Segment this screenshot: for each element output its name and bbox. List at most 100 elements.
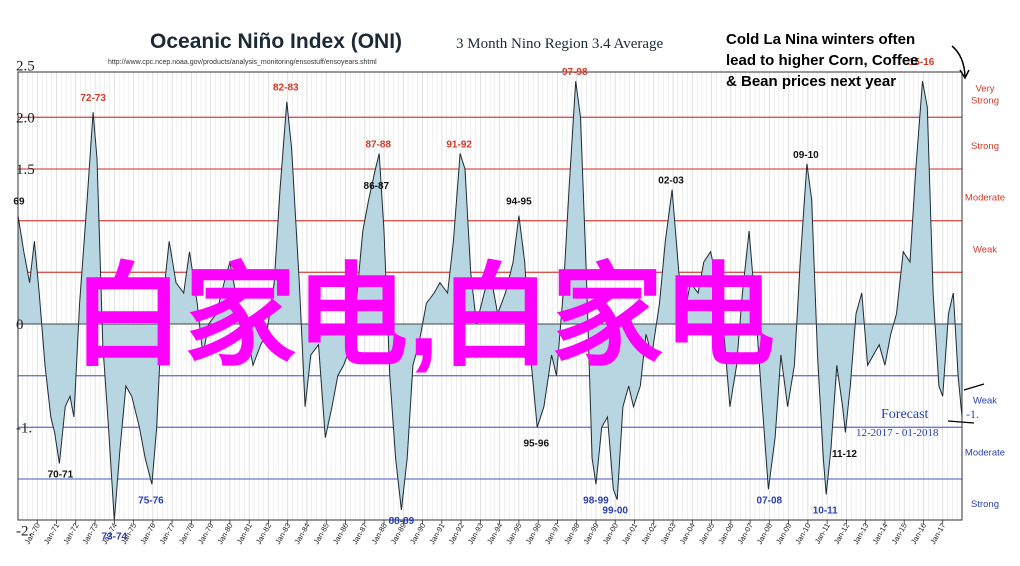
event-label: 15-16 [909,57,935,68]
current-arrow [963,383,985,391]
x-tick-label: Jan-91 [427,522,446,546]
x-tick-label: Jan-92 [447,522,466,546]
x-tick-label: Jan-02 [639,522,658,546]
callout-arrow [951,45,966,77]
y-tick-label: 2.0 [16,110,35,126]
threshold-label: Strong [971,95,999,106]
y-tick-label: -2. [16,524,32,540]
x-tick-label: Jan-11 [813,522,832,546]
x-tick-label: Jan-04 [678,522,697,546]
x-tick-label: Jan-76 [138,522,157,546]
x-tick-label: Jan-71 [42,522,61,546]
chart-title: Oceanic Niño Index (ONI) [150,30,402,53]
x-tick-label: Jan-88 [370,522,389,546]
event-label: 11-12 [832,449,857,460]
event-label: 73-74 [102,532,128,543]
x-tick-label: Jan-95 [504,522,523,546]
x-tick-labels: Jan-70 Jan-71 Jan-72 Jan-73 Jan-74 Jan-75 Jan-… [23,520,947,546]
event-label: 86-87 [364,181,390,192]
threshold-labels: VeryStrongStrongModerateWeakWeakModerate… [965,83,1005,510]
y-tick-labels: 2.5 2.0 1.5 0 -1. -2. [16,59,35,540]
x-tick-label: Jan-16 [909,522,928,546]
event-label: 02-03 [658,176,684,187]
x-tick-label: Jan-09 [774,522,793,546]
x-tick-label: Jan-05 [697,522,716,546]
threshold-label: Strong [971,141,999,152]
forecast-value: -1. [966,407,979,421]
event-label: 09-10 [793,150,819,161]
y-tick-label: 0 [16,317,24,333]
x-tick-label: Jan-10 [793,522,812,546]
x-tick-label: Jan-72 [61,522,80,546]
chart-subtitle: 3 Month Nino Region 3.4 Average [456,36,664,52]
event-label: 91-92 [446,140,472,151]
event-label: 72-73 [80,93,106,104]
event-label: 07-08 [757,495,783,506]
event-label: 75-76 [138,495,164,506]
x-tick-label: Jan-12 [832,522,851,546]
event-label: 69 [13,196,25,207]
oni-area-series [17,81,963,521]
x-tick-label: Jan-85 [312,522,331,546]
y-tick-label: 2.5 [16,59,35,75]
x-tick-label: Jan-00 [601,522,620,546]
event-annotations: 69 70-71 72-73 73-74 75-76 82-83 86-87 87-88 88-… [13,57,934,543]
threshold-label: Weak [973,396,997,407]
event-label: 97-98 [562,67,588,78]
x-tick-label: Jan-96 [524,522,543,546]
forecast-label: Forecast [881,407,929,422]
event-label: 10-11 [813,506,838,517]
x-tick-label: Jan-84 [292,522,311,546]
forecast-annotation: Forecast 12-2017 - 01-2018 -1. [856,383,985,439]
event-label: 94-95 [506,196,532,207]
threshold-lines [18,116,962,480]
y-tick-label: 1.5 [16,162,35,178]
x-tick-label: Jan-98 [562,522,581,546]
x-tick-label: Jan-87 [350,522,369,546]
watermark-overlay: 白家电,白家电 [72,254,775,379]
source-url: http://www.cpc.ncep.noaa.gov/products/an… [108,59,377,66]
x-tick-label: Jan-13 [851,522,870,546]
callout-arrowhead [959,69,970,80]
x-tick-label: Jan-08 [755,522,774,546]
threshold-label: Strong [971,499,999,510]
x-tick-label: Jan-14 [870,522,889,546]
event-label: 98-99 [583,495,609,506]
event-label: 95-96 [523,439,549,450]
x-tick-label: Jan-06 [716,522,735,546]
callout-line-1: Cold La Nina winters often [726,31,915,48]
x-tick-label: Jan-73 [81,522,100,546]
event-label: 99-00 [602,506,628,517]
x-tick-label: Jan-83 [273,522,292,546]
x-tick-label: Jan-94 [485,522,504,546]
event-label: 87-88 [365,140,391,151]
x-tick-label: Jan-86 [331,522,350,546]
forecast-arrow [947,420,975,424]
x-tick-label: Jan-79 [196,522,215,546]
callout-line-3: & Bean prices next year [726,73,896,90]
threshold-label: Moderate [965,447,1005,458]
callout-line-2: lead to higher Corn, Coffee [726,52,919,69]
x-tick-label: Jan-99 [581,522,600,546]
threshold-label: Moderate [965,193,1005,204]
y-tick-label: -1. [16,420,32,436]
x-tick-label: Jan-07 [736,522,755,546]
x-tick-label: Jan-97 [543,522,562,546]
forecast-range: 12-2017 - 01-2018 [856,427,939,439]
event-label: 70-71 [48,470,74,481]
x-tick-label: Jan-93 [466,522,485,546]
x-tick-label: Jan-17 [928,522,947,546]
threshold-label: Weak [973,244,997,255]
event-label: 88-89 [389,516,415,527]
x-tick-label: Jan-01 [620,522,639,546]
x-tick-label: Jan-77 [158,522,177,546]
vertical-gridlines [17,72,963,520]
x-tick-label: Jan-15 [890,522,909,546]
event-label: 82-83 [273,83,299,94]
la-nina-callout: Cold La Nina winters often lead to highe… [726,31,970,90]
x-tick-label: Jan-82 [254,522,273,546]
x-tick-label: Jan-03 [658,522,677,546]
x-tick-label: Jan-81 [235,522,254,546]
x-tick-label: Jan-80 [215,522,234,546]
